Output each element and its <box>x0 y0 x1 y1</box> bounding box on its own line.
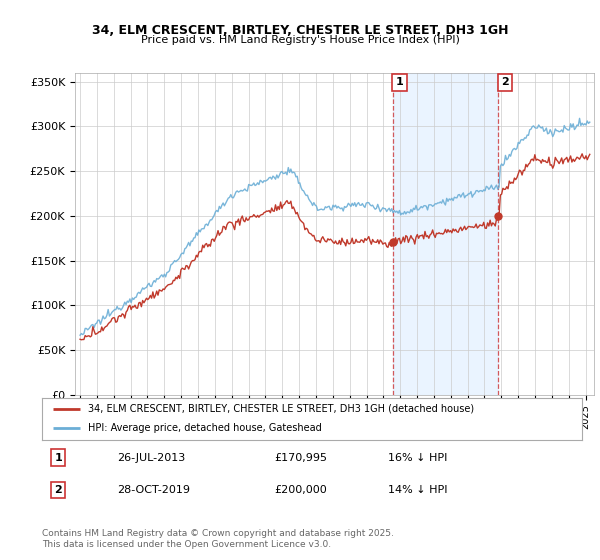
Text: 28-OCT-2019: 28-OCT-2019 <box>118 485 191 495</box>
Text: 34, ELM CRESCENT, BIRTLEY, CHESTER LE STREET, DH3 1GH: 34, ELM CRESCENT, BIRTLEY, CHESTER LE ST… <box>92 24 508 36</box>
Text: 14% ↓ HPI: 14% ↓ HPI <box>388 485 447 495</box>
Text: £200,000: £200,000 <box>274 485 327 495</box>
Text: 16% ↓ HPI: 16% ↓ HPI <box>388 453 447 463</box>
Text: 26-JUL-2013: 26-JUL-2013 <box>118 453 186 463</box>
Text: £170,995: £170,995 <box>274 453 327 463</box>
Text: Contains HM Land Registry data © Crown copyright and database right 2025.
This d: Contains HM Land Registry data © Crown c… <box>42 529 394 549</box>
Text: 34, ELM CRESCENT, BIRTLEY, CHESTER LE STREET, DH3 1GH (detached house): 34, ELM CRESCENT, BIRTLEY, CHESTER LE ST… <box>88 404 474 414</box>
Text: 2: 2 <box>501 77 509 87</box>
Text: 2: 2 <box>55 485 62 495</box>
Text: 1: 1 <box>395 77 403 87</box>
Text: HPI: Average price, detached house, Gateshead: HPI: Average price, detached house, Gate… <box>88 423 322 433</box>
Bar <box>393 73 499 395</box>
Text: 1: 1 <box>55 453 62 463</box>
Text: Price paid vs. HM Land Registry's House Price Index (HPI): Price paid vs. HM Land Registry's House … <box>140 35 460 45</box>
